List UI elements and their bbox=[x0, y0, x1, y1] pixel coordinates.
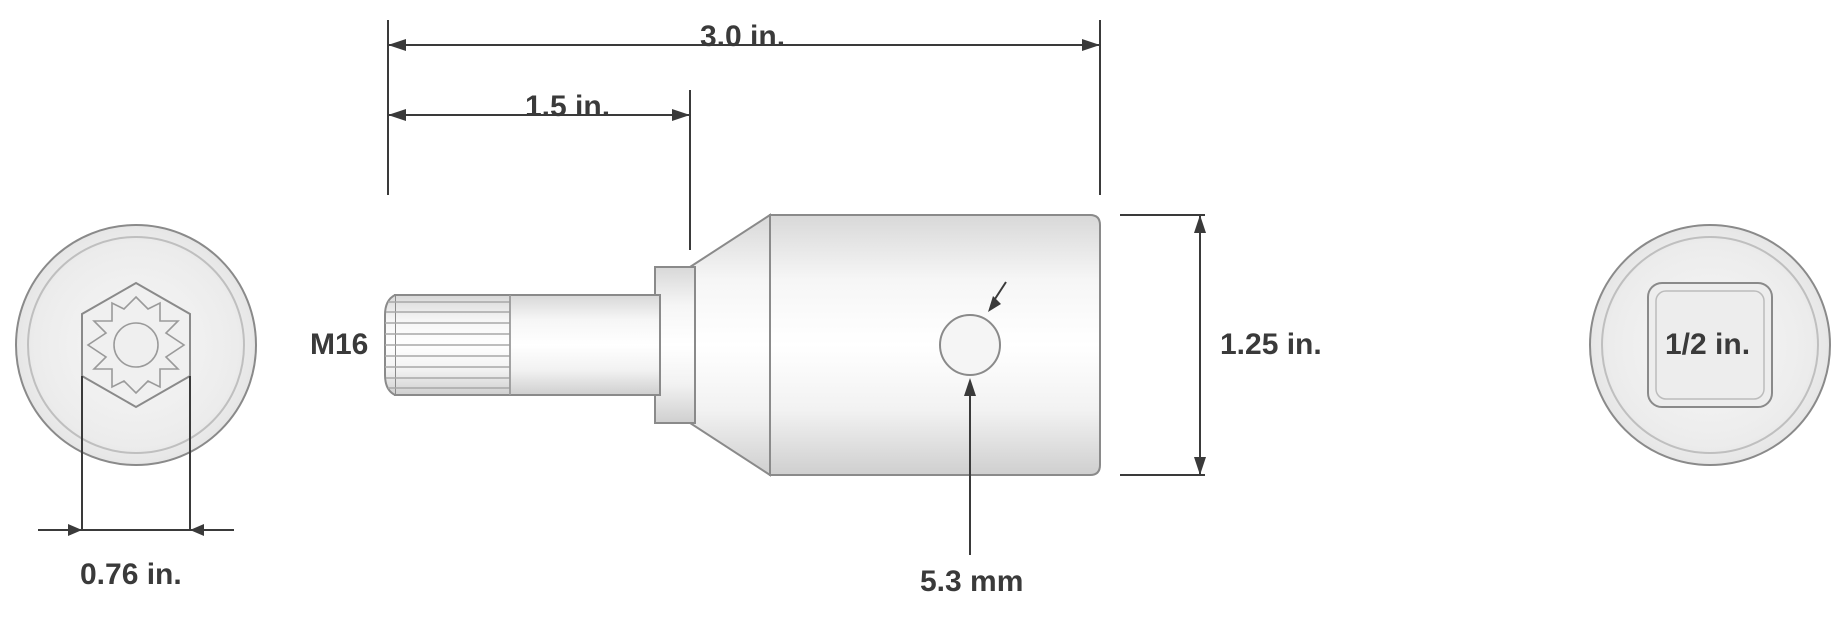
rear-view bbox=[1560, 0, 1840, 620]
dim-overall-arrow-l bbox=[388, 39, 406, 51]
dim-overall-arrow-r bbox=[1082, 39, 1100, 51]
bit-size-label: M16 bbox=[310, 328, 368, 362]
dim-bit-arrow-r bbox=[672, 109, 690, 121]
detent-hole-label: 5.3 mm bbox=[920, 565, 1023, 599]
dim-height-arrow-t bbox=[1194, 215, 1206, 233]
dim-height-arrow-b bbox=[1194, 457, 1206, 475]
side-body bbox=[770, 215, 1100, 475]
dim-bit-arrow-l bbox=[388, 109, 406, 121]
overall-length-label: 3.0 in. bbox=[700, 20, 785, 54]
front-arrow-left bbox=[68, 524, 82, 536]
diagram-stage: 0.76 in. bbox=[0, 0, 1840, 620]
bit-length-label: 1.5 in. bbox=[525, 90, 610, 124]
side-detent-hole bbox=[940, 315, 1000, 375]
front-arrow-right bbox=[190, 524, 204, 536]
front-width-label: 0.76 in. bbox=[80, 558, 182, 592]
drive-size-label: 1/2 in. bbox=[1665, 328, 1750, 362]
side-collar-taper bbox=[690, 215, 770, 475]
body-height-label: 1.25 in. bbox=[1220, 328, 1322, 362]
front-center-circle bbox=[114, 323, 158, 367]
front-view bbox=[0, 0, 300, 620]
side-view bbox=[300, 0, 1300, 620]
